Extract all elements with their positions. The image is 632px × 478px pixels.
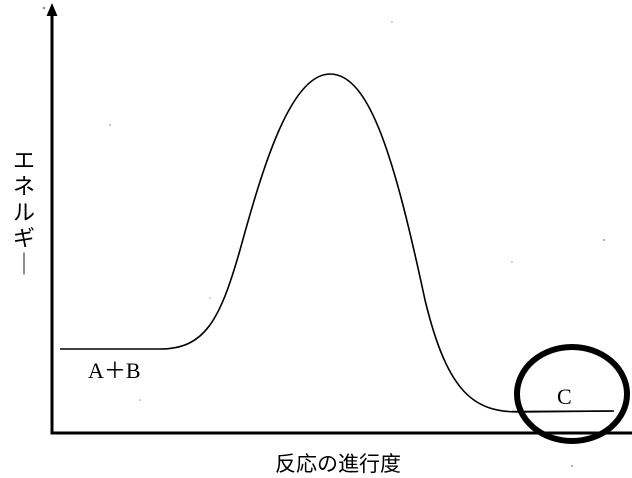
scan-specks — [42, 6, 605, 467]
y-axis-label-char: ネ — [13, 175, 35, 200]
x-axis-label: 反応の進行度 — [275, 452, 401, 476]
reactant-label: A＋B — [88, 358, 141, 383]
y-axis-label-char: ｜ — [13, 253, 35, 278]
y-axis-label-char: エ — [13, 149, 35, 174]
product-label: C — [557, 384, 572, 409]
y-axis-label: エネルギ｜ — [13, 149, 35, 278]
product-highlight-circle — [514, 344, 630, 444]
y-axis-label-char: ル — [13, 201, 35, 226]
y-axis-arrowhead — [46, 3, 58, 16]
axes — [46, 3, 632, 435]
product-level-line — [511, 410, 615, 413]
energy-curve — [60, 73, 613, 413]
y-axis-label-char: ギ — [13, 227, 35, 252]
